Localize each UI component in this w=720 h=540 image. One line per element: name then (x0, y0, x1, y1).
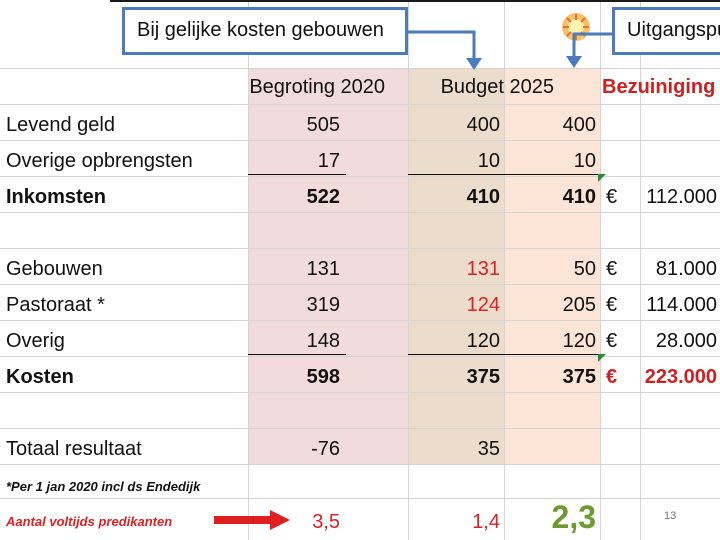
euro-sign: € (606, 366, 618, 388)
column-shade-2025b (504, 68, 600, 464)
comment-marker-icon (598, 174, 606, 182)
row-label-inkomsten: Inkomsten (6, 186, 107, 208)
value-2025b: 120 (562, 330, 596, 352)
grid-line (0, 428, 720, 429)
value-2020: 319 (306, 294, 340, 316)
saving-value: 114.000 (646, 294, 717, 316)
value-2020: 131 (306, 258, 340, 280)
value-2025a: 131 (466, 258, 500, 280)
value-2025a: 10 (477, 150, 500, 172)
grid-line (0, 464, 720, 465)
value-2025a: 124 (466, 294, 500, 316)
value-2025b: 205 (562, 294, 596, 316)
value-2025b: 10 (573, 150, 596, 172)
header-begroting-2020: Begroting 2020 (249, 76, 385, 98)
header-bezuiniging: Bezuiniging (602, 76, 716, 98)
comment-marker-icon (598, 354, 606, 362)
grid-line (248, 0, 249, 540)
euro-sign: € (606, 294, 618, 316)
row-label-totaal-resultaat: Totaal resultaat (6, 438, 142, 460)
sum-line (248, 354, 346, 355)
value-2025a: 120 (466, 330, 500, 352)
value-2025b: 400 (562, 114, 596, 136)
grid-line (0, 212, 720, 213)
saving-value: 81.000 (655, 258, 717, 280)
value-2025a: 35 (477, 438, 500, 460)
arrow-down-icon (408, 30, 612, 70)
grid-line (0, 68, 720, 69)
grid-line (0, 176, 720, 177)
grid-line (0, 356, 720, 357)
callout-starting-point-text: Uitgangspu (627, 19, 720, 41)
row-label-pastoraat: Pastoraat * (6, 294, 105, 316)
value-2020: 505 (306, 114, 340, 136)
grid-line (0, 104, 720, 105)
grid-line (0, 320, 720, 321)
top-border (110, 0, 720, 2)
column-shade-2025a (408, 68, 504, 464)
callout-same-costs-text: Bij gelijke kosten gebouwen (137, 19, 384, 41)
footnote: *Per 1 jan 2020 incl ds Endedijk (6, 479, 201, 494)
value-2025a: 400 (466, 114, 500, 136)
arrow-right-icon (214, 510, 290, 530)
sum-line (408, 174, 598, 175)
value-2020: 148 (306, 330, 340, 352)
row-label-kosten: Kosten (6, 366, 74, 388)
grid-line (0, 498, 720, 499)
row-label-gebouwen: Gebouwen (6, 258, 103, 280)
fte-2025a: 1,4 (472, 511, 500, 533)
grid-line (640, 0, 641, 540)
grid-line (0, 140, 720, 141)
callout-starting-point: Uitgangspu (612, 7, 720, 55)
value-2020: -76 (311, 438, 340, 460)
fte-2020: 3,5 (312, 511, 340, 533)
sum-line (408, 354, 598, 355)
row-label-overig: Overig (6, 330, 65, 352)
value-2025b: 50 (573, 258, 596, 280)
saving-value: 223.000 (644, 366, 717, 388)
page-number: 13 (664, 510, 677, 522)
row-label-overige-opbrengsten: Overige opbrengsten (6, 150, 193, 172)
header-budget-2025: Budget 2025 (440, 76, 554, 98)
sum-line (248, 174, 346, 175)
grid-line (504, 0, 505, 540)
grid-line (0, 284, 720, 285)
value-2025b: 410 (562, 186, 596, 208)
saving-value: 28.000 (655, 330, 717, 352)
grid-line (0, 248, 720, 249)
value-2025a: 375 (466, 366, 500, 388)
value-2020: 17 (317, 150, 340, 172)
value-2020: 522 (306, 186, 340, 208)
value-2025a: 410 (466, 186, 500, 208)
saving-value: 112.000 (646, 186, 717, 208)
grid-line (0, 392, 720, 393)
value-2025b: 375 (562, 366, 596, 388)
value-2020: 598 (306, 366, 340, 388)
fte-2025b: 2,3 (551, 499, 596, 535)
euro-sign: € (606, 186, 618, 208)
column-shade-2020 (248, 68, 408, 464)
callout-same-costs: Bij gelijke kosten gebouwen (122, 7, 408, 55)
fte-label: Aantal voltijds predikanten (6, 514, 173, 529)
grid-line (408, 0, 409, 540)
euro-sign: € (606, 330, 618, 352)
grid-line (600, 0, 601, 540)
euro-sign: € (606, 258, 618, 280)
row-label-levend-geld: Levend geld (6, 114, 115, 136)
